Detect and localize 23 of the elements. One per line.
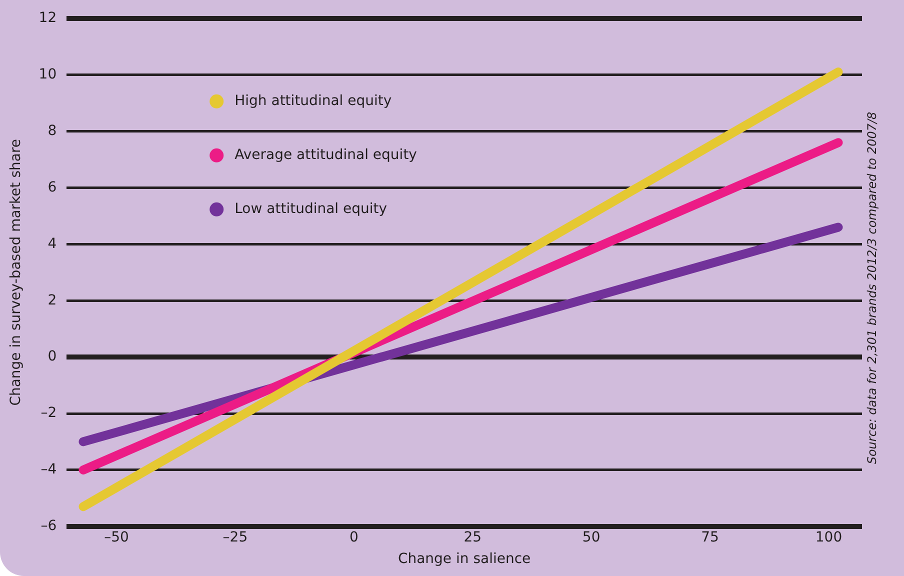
y-tick-label: 0 bbox=[48, 348, 57, 365]
x-tick-label: 0 bbox=[349, 529, 358, 546]
x-tick-label: 25 bbox=[464, 529, 482, 546]
x-tick-label: –25 bbox=[222, 529, 248, 546]
y-tick-label: 12 bbox=[38, 10, 57, 26]
source-note: Source: data for 2,301 brands 2012/3 compared to 2007/8 bbox=[865, 112, 879, 464]
x-axis-title: Change in salience bbox=[398, 551, 531, 568]
legend-label: High attitudinal equity bbox=[234, 93, 392, 110]
y-tick-label: 8 bbox=[48, 122, 57, 139]
x-tick-label: 75 bbox=[701, 529, 719, 546]
y-axis-title: Change in survey-based market share bbox=[8, 138, 24, 406]
y-tick-label: –2 bbox=[40, 405, 57, 422]
x-tick-label: 100 bbox=[815, 529, 842, 546]
y-tick-label: 10 bbox=[38, 66, 57, 82]
y-tick-label: 2 bbox=[48, 292, 57, 308]
x-tick-label: –50 bbox=[104, 529, 129, 546]
y-tick-label: 6 bbox=[48, 179, 57, 196]
legend-label: Low attitudinal equity bbox=[234, 201, 388, 218]
y-tick-label: –6 bbox=[40, 518, 57, 534]
y-tick-label: –4 bbox=[40, 462, 57, 478]
legend-label: Average attitudinal equity bbox=[234, 147, 417, 164]
x-tick-label: 50 bbox=[582, 529, 600, 546]
y-tick-label: 4 bbox=[48, 236, 57, 252]
